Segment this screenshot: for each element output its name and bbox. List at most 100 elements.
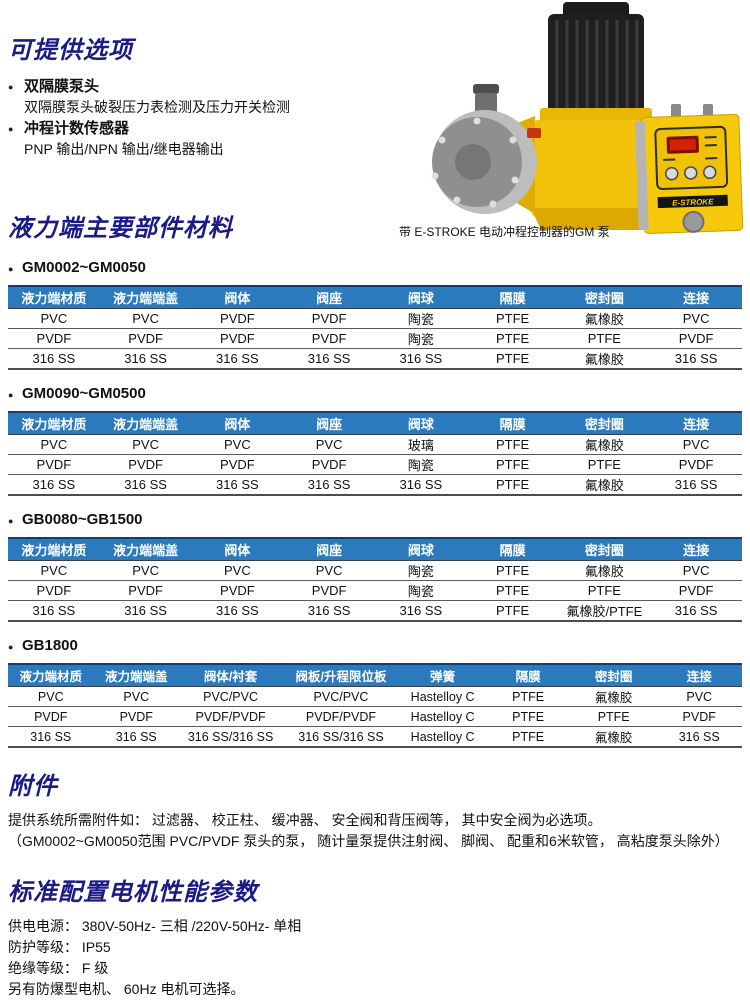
column-header: 阀体 <box>192 286 284 309</box>
column-header: 密封圈 <box>559 286 651 309</box>
controller-box: E-STROKE <box>635 114 743 234</box>
model-range-label: GM0002~GM0050 <box>8 258 742 278</box>
table-cell: 316 SS <box>283 475 375 496</box>
valve-cap <box>473 84 499 94</box>
column-header: 阀体 <box>192 538 284 561</box>
table-cell: 316 SS <box>8 727 94 748</box>
accessories-line: （GM0002~GM0050范围 PVC/PVDF 泵头的泵， 随计量泵提供注射… <box>8 831 742 852</box>
table-cell: 316 SS <box>100 601 192 622</box>
table-cell: 316 SS <box>656 727 742 748</box>
table-cell: 316 SS/316 SS <box>282 727 400 748</box>
table-cell: PVC <box>8 435 100 455</box>
table-cell: PTFE <box>559 581 651 601</box>
column-header: 液力端端盖 <box>100 286 192 309</box>
table-cell: 玻璃 <box>375 435 467 455</box>
column-header: 隔膜 <box>467 412 559 435</box>
column-header: 阀座 <box>283 412 375 435</box>
option-item-detail: PNP 输出/NPN 输出/继电器输出 <box>8 139 398 160</box>
column-header: 弹簧 <box>400 664 486 687</box>
table-cell: PTFE <box>467 455 559 475</box>
table-cell: PTFE <box>559 329 651 349</box>
table-cell: PVC <box>283 435 375 455</box>
table-cell: 316 SS <box>192 475 284 496</box>
controller-brand-label: E-STROKE <box>672 197 714 207</box>
model-range-label: GM0090~GM0500 <box>8 384 742 404</box>
column-header: 隔膜 <box>467 286 559 309</box>
table-cell: PVC <box>8 309 100 329</box>
table-cell: 氟橡胶 <box>559 561 651 581</box>
motor-params: 供电电源： 380V-50Hz- 三相 /220V-50Hz- 单相 防护等级：… <box>8 916 742 1000</box>
table-cell: 陶瓷 <box>375 581 467 601</box>
column-header: 液力端端盖 <box>100 412 192 435</box>
table-cell: PVDF <box>283 455 375 475</box>
table-cell: 316 SS <box>8 601 100 622</box>
table-cell: Hastelloy C <box>400 727 486 748</box>
table-cell: PVC <box>94 687 180 707</box>
column-header: 隔膜 <box>485 664 571 687</box>
column-header: 阀座 <box>283 538 375 561</box>
table-cell: PTFE <box>467 329 559 349</box>
table-cell: PTFE <box>467 309 559 329</box>
figure-caption: 带 E-STROKE 电动冲程控制器的GM 泵 <box>399 223 610 240</box>
table-cell: 316 SS <box>375 349 467 370</box>
column-header: 液力端材质 <box>8 664 94 687</box>
table-header-row: 液力端材质液力端端盖阀体阀座阀球隔膜密封圈连接 <box>8 412 742 435</box>
column-header: 液力端材质 <box>8 538 100 561</box>
column-header: 阀球 <box>375 412 467 435</box>
table-cell: PVDF/PVDF <box>179 707 282 727</box>
table-cell: 316 SS <box>375 475 467 496</box>
motor-param-line: 另有防爆型电机、 60Hz 电机可选择。 <box>8 979 742 1000</box>
table-cell: PTFE <box>467 475 559 496</box>
table-cell: PVDF <box>94 707 180 727</box>
column-header: 连接 <box>650 412 742 435</box>
column-header: 密封圈 <box>559 538 651 561</box>
panel-buttons <box>666 166 716 180</box>
table-cell: Hastelloy C <box>400 707 486 727</box>
catalog-page: E-STROKE 带 E-STROKE 电动冲程控制器的GM 泵 可提供选项 双… <box>0 0 750 924</box>
column-header: 连接 <box>650 538 742 561</box>
column-header: 阀座 <box>283 286 375 309</box>
option-item-label: 冲程计数传感器 <box>8 118 398 139</box>
led-display <box>670 139 696 151</box>
table-cell: 316 SS <box>283 601 375 622</box>
table-cell: PVC <box>650 309 742 329</box>
column-header: 液力端端盖 <box>94 664 180 687</box>
model-range-label: GB0080~GB1500 <box>8 510 742 530</box>
table-cell: 陶瓷 <box>375 561 467 581</box>
port-knob <box>683 212 704 233</box>
table-cell: PVDF <box>650 581 742 601</box>
table-cell: PVDF <box>100 329 192 349</box>
option-item-detail: 双隔膜泵头破裂压力表检测及压力开关检测 <box>8 97 398 118</box>
table-cell: PVDF <box>8 455 100 475</box>
table-cell: PVDF <box>8 329 100 349</box>
table-cell: PTFE <box>467 349 559 370</box>
table-cell: PVC <box>100 561 192 581</box>
table-cell: 316 SS <box>650 475 742 496</box>
column-header: 阀球 <box>375 286 467 309</box>
table-cell: PVC/PVC <box>179 687 282 707</box>
table-cell: PTFE <box>571 707 657 727</box>
table-cell: PVDF <box>100 581 192 601</box>
table-cell: 316 SS <box>100 475 192 496</box>
table-cell: PVDF <box>192 329 284 349</box>
table-cell: 氟橡胶 <box>571 687 657 707</box>
table-header-row: 液力端材质液力端端盖阀体阀座阀球隔膜密封圈连接 <box>8 286 742 309</box>
table-cell: 316 SS <box>283 349 375 370</box>
accessories-text: 提供系统所需附件如： 过滤器、 校正柱、 缓冲器、 安全阀和背压阀等， 其中安全… <box>8 810 742 852</box>
table-cell: PVDF <box>283 309 375 329</box>
table-cell: 316 SS <box>192 349 284 370</box>
option-item-label: 双隔膜泵头 <box>8 76 398 97</box>
column-header: 阀体/衬套 <box>179 664 282 687</box>
table-cell: PVDF/PVDF <box>282 707 400 727</box>
table-cell: PVDF <box>656 707 742 727</box>
table-cell: PVDF <box>192 309 284 329</box>
